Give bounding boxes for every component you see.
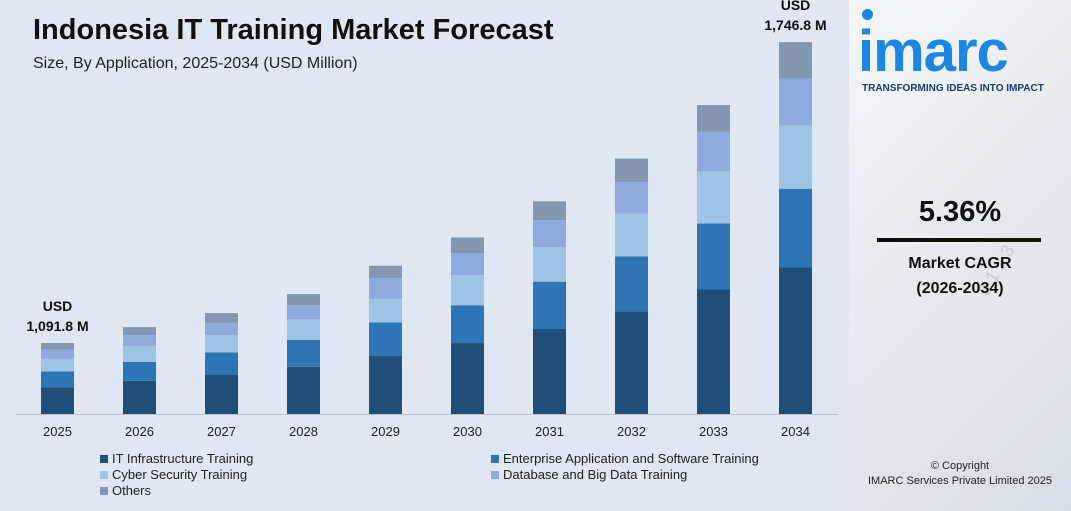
legend-label: Cyber Security Training <box>112 467 248 482</box>
legend-swatch <box>491 454 499 463</box>
bar-segment-2031-2 <box>533 247 566 282</box>
legend-item: Database and Big Data Training <box>491 467 687 482</box>
bar-segment-2032-0 <box>615 311 648 414</box>
bar-segment-2028-0 <box>287 366 320 414</box>
copyright-line-1: © Copyright <box>930 460 990 472</box>
imarc-logo: imarc <box>858 19 1009 84</box>
legend-item: Enterprise Application and Software Trai… <box>491 451 759 466</box>
bar-segment-2029-3 <box>369 278 402 299</box>
bar-segment-2025-0 <box>41 387 74 414</box>
bar-segment-2034-2 <box>779 125 812 189</box>
bar-segment-2030-3 <box>451 253 484 276</box>
x-tick-label: 2030 <box>453 424 482 439</box>
bar-segment-2025-1 <box>41 371 74 388</box>
logo-dot <box>862 9 873 20</box>
bar-segment-2027-2 <box>205 335 238 353</box>
bar-segment-2033-1 <box>697 223 730 290</box>
bar-segment-2033-3 <box>697 131 730 172</box>
x-tick-label: 2028 <box>289 424 318 439</box>
legend-item: Cyber Security Training <box>100 467 247 482</box>
bar-segment-2033-4 <box>697 105 730 132</box>
bar-segment-2032-2 <box>615 213 648 257</box>
bar-segment-2032-1 <box>615 256 648 312</box>
bar-segment-2030-4 <box>451 237 484 254</box>
bar-segment-2029-4 <box>369 265 402 279</box>
bar-segment-2031-0 <box>533 328 566 414</box>
cagr-value: 5.36% <box>918 196 1002 228</box>
bar-segment-2027-1 <box>205 352 238 375</box>
x-tick-label: 2029 <box>371 424 400 439</box>
data-annotation: 1,091.8 M <box>26 318 88 334</box>
bar-segment-2027-0 <box>205 374 238 414</box>
bar-segment-2031-4 <box>533 201 566 221</box>
legend-item: Others <box>100 483 151 498</box>
bar-segment-2025-3 <box>41 349 74 359</box>
x-tick-label: 2032 <box>617 424 646 439</box>
data-annotation: USD <box>781 0 811 13</box>
bar-segment-2034-0 <box>779 267 812 414</box>
bar-segment-2028-4 <box>287 294 320 306</box>
chart-subtitle: Size, By Application, 2025-2034 (USD Mil… <box>33 55 358 72</box>
bar-segment-2027-4 <box>205 313 238 323</box>
bar-segment-2031-1 <box>533 281 566 329</box>
legend-label: IT Infrastructure Training <box>112 451 254 466</box>
bar-segment-2033-0 <box>697 289 730 414</box>
bar-segment-2026-2 <box>123 346 156 362</box>
bar-segment-2028-3 <box>287 305 320 320</box>
legend-label: Others <box>112 483 152 498</box>
bar-segment-2026-1 <box>123 361 156 381</box>
bar-segment-2026-4 <box>123 327 156 336</box>
chart-title: Indonesia IT Training Market Forecast <box>33 14 554 46</box>
bar-segment-2028-2 <box>287 319 320 340</box>
bar-segment-2030-1 <box>451 305 484 344</box>
copyright-line-2: IMARC Services Private Limited 2025 <box>867 475 1052 487</box>
x-tick-label: 2033 <box>699 424 728 439</box>
legend-swatch <box>100 470 108 479</box>
cagr-period: (2026-2034) <box>916 280 1004 297</box>
legend-label: Enterprise Application and Software Trai… <box>503 451 759 466</box>
bar-segment-2026-0 <box>123 380 156 414</box>
bar-segment-2033-2 <box>697 171 730 224</box>
bar-segment-2034-4 <box>779 42 812 79</box>
bar-segment-2031-3 <box>533 220 566 248</box>
bar-segment-2032-3 <box>615 182 648 214</box>
bar-segment-2025-2 <box>41 358 74 372</box>
legend-label: Database and Big Data Training <box>503 467 688 482</box>
x-tick-label: 2034 <box>781 424 810 439</box>
bar-segment-2029-0 <box>369 355 402 414</box>
bar-segment-2029-1 <box>369 322 402 356</box>
legend-swatch <box>100 486 108 495</box>
x-tick-label: 2025 <box>43 424 72 439</box>
bar-segment-2027-3 <box>205 322 238 336</box>
bar-chart: 2025 2026 2027 2028 2029 2030 2031 2032 2033 2034… <box>16 0 838 439</box>
legend-item: IT Infrastructure Training <box>100 451 253 466</box>
data-annotation: 1,746.8 M <box>764 17 826 33</box>
bar-segment-2030-0 <box>451 343 484 414</box>
bar-segment-2025-4 <box>41 343 74 350</box>
bar-segment-2034-3 <box>779 78 812 126</box>
bar-segment-2028-1 <box>287 339 320 367</box>
bar-segment-2032-4 <box>615 158 648 183</box>
bar-segment-2026-3 <box>123 335 156 347</box>
legend-swatch <box>100 454 108 463</box>
x-tick-label: 2031 <box>535 424 564 439</box>
bar-segment-2030-2 <box>451 275 484 306</box>
logo-tagline: TRANSFORMING IDEAS INTO IMPACT <box>862 83 1044 94</box>
side-panel: 0 1 2 3 <box>849 0 1071 511</box>
x-tick-label: 2027 <box>207 424 236 439</box>
cagr-label: Market CAGR <box>908 255 1012 272</box>
bar-segment-2029-2 <box>369 298 402 323</box>
cagr-divider <box>877 238 1041 242</box>
x-tick-label: 2026 <box>125 424 154 439</box>
legend-swatch <box>491 470 499 479</box>
bar-segment-2034-1 <box>779 188 812 268</box>
data-annotation: USD <box>43 298 73 314</box>
